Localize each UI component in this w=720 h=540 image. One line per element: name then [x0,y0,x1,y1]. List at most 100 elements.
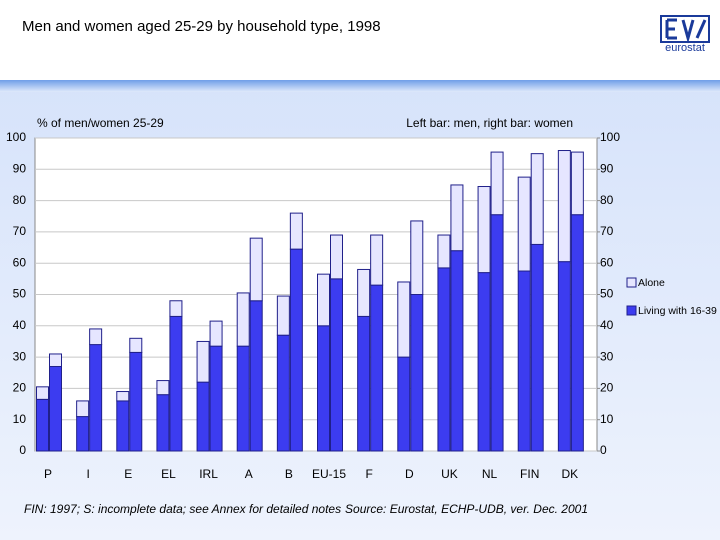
y2-tick-label: 40 [600,318,614,332]
y2-tick-label: 100 [600,130,620,144]
legend-swatch [626,277,637,288]
bar-segment [570,214,584,452]
bar-segment [289,248,303,452]
x-tick-label: UK [441,467,458,481]
bar-segment [410,294,424,452]
bar-segment [169,300,183,317]
bar-segment [169,315,183,452]
y2-tick-label: 50 [600,287,614,301]
bar-segment [317,325,330,452]
bar-segment [49,353,62,367]
y-tick-label: 30 [13,349,27,363]
y-tick-label: 60 [13,255,27,269]
bar-segment [249,300,263,452]
bar-segment [330,278,343,452]
x-tick-label: B [285,467,293,481]
bar-segment [156,394,170,452]
bar-segment [196,381,210,452]
bar-segment [276,334,290,452]
bar-segment [397,281,411,358]
note: Left bar: men, right bar: women [406,116,573,130]
y2-tick-label: 70 [600,224,614,238]
x-tick-label: I [86,467,89,481]
y2-tick-label: 60 [600,255,614,269]
bar-segment [530,243,544,452]
y2-tick-label: 20 [600,381,614,395]
y2-tick-label: 80 [600,193,614,207]
bar-segment [570,151,584,216]
y2-tick-label: 30 [600,349,614,363]
y-tick-label: 50 [13,287,27,301]
header-band [0,80,720,92]
bar-segment [530,153,544,245]
bar-segment [236,345,250,452]
bar-segment [477,272,491,452]
header [0,0,720,80]
chart-title: Men and women aged 25-29 by household ty… [22,18,381,35]
legend-swatch [626,305,637,316]
logo-mark [665,18,707,44]
bar-segment [156,380,170,396]
y2-tick-label: 0 [600,443,607,457]
bar-segment [477,186,491,274]
bar-segment [357,268,371,317]
bar-segment [490,151,504,216]
x-tick-label: DK [562,467,579,481]
y-tick-label: 20 [13,381,27,395]
y2-tick-label: 90 [600,161,614,175]
y2-tick-label: 10 [600,412,614,426]
x-tick-label: A [245,467,253,481]
y-tick-label: 100 [6,130,26,144]
legend-label: Living with 16-39 [638,305,717,317]
bar-segment [76,416,90,452]
bar-segment [450,250,464,452]
y-tick-label: 40 [13,318,27,332]
bar-segment [129,351,143,452]
bar-segment [357,315,371,452]
bar-segment [116,400,130,452]
bar-segment [289,212,303,250]
logo: eurostat [660,15,710,54]
bar-segment [317,273,330,327]
x-tick-label: IRL [199,467,218,481]
x-tick-label: EL [161,467,176,481]
bar-segment [89,328,103,346]
bar-segment [129,337,143,353]
bar-segment [49,365,62,452]
bar-segment [276,295,290,336]
bar-segment [89,344,103,452]
source: Source: Eurostat, ECHP-UDB, ver. Dec. 20… [345,502,588,516]
bar-segment [517,176,531,272]
x-tick-label: NL [482,467,498,481]
bar-segment [370,234,384,286]
bar-segment [209,320,223,347]
bar-segment [557,150,571,263]
bar-segment [330,234,343,280]
bar-segment [450,184,464,252]
y-tick-label: 10 [13,412,27,426]
bar-segment [236,292,250,347]
y-tick-label: 70 [13,224,27,238]
bar-segment [249,237,263,302]
bar-segment [517,270,531,452]
x-tick-label: P [44,467,52,481]
bar-segment [397,356,411,452]
legend-label: Alone [638,277,665,289]
y-tick-label: 80 [13,193,27,207]
y-axis-label: % of men/women 25-29 [37,116,164,130]
x-tick-label: F [365,467,372,481]
bar-segment [116,391,130,402]
bar-segment [76,400,90,418]
bar-segment [557,261,571,452]
bar-segment [196,340,210,383]
bar-segment [36,386,49,400]
footnote: FIN: 1997; S: incomplete data; see Annex… [24,502,341,516]
x-tick-label: E [124,467,132,481]
y-tick-label: 0 [19,443,26,457]
logo-text: eurostat [665,42,705,54]
bar-segment [370,284,384,452]
x-tick-label: FIN [520,467,539,481]
bar-segment [410,220,424,296]
